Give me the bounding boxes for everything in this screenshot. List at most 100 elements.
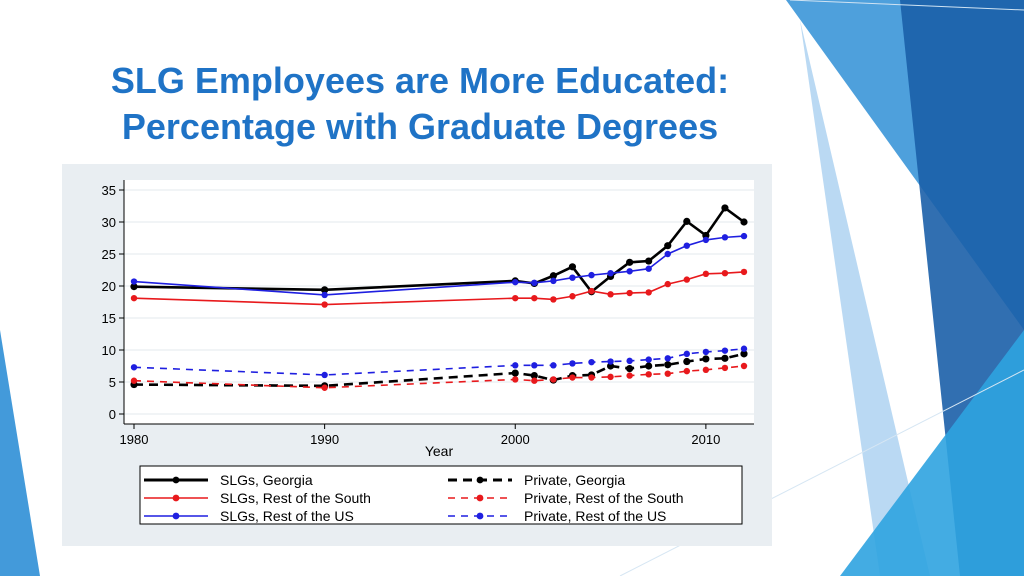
axes: 0 5 10 15 20 25 30 35 1980 1990 2000 2010 [102,180,754,447]
data-point [607,291,614,298]
page-title-line-2: Percentage with Graduate Degrees [121,106,719,147]
data-point [512,294,519,302]
data-point [626,268,633,275]
page-title-line-1: SLG Employees are More Educated: [110,60,730,101]
y-tick-label: 5 [109,375,116,390]
data-point [645,362,653,370]
data-point [740,268,748,276]
data-point [130,283,138,291]
legend-marker [172,494,180,502]
data-point [702,231,710,240]
legend-box [139,465,743,525]
data-point [531,377,538,384]
data-point [702,270,710,278]
x-tick-label: 2010 [691,432,720,447]
y-tick-label: 15 [102,311,116,326]
data-point [530,372,538,380]
data-point [683,217,691,225]
data-point [664,355,671,362]
data-point [645,371,652,378]
data-point [130,364,138,371]
data-point [702,355,710,363]
data-point [721,364,729,372]
data-point [130,294,138,302]
data-point [130,278,138,285]
data-point [550,296,557,303]
data-point [606,362,615,370]
data-point [702,236,710,244]
legend-label: SLGs, Rest of the US [220,508,354,524]
data-point [721,234,729,241]
deco-thin-line [789,0,1024,11]
data-point [664,370,671,377]
series-4 [130,350,748,390]
series-6 [130,345,748,379]
data-point [550,362,557,369]
legend-entry: Private, Rest of the US [448,508,666,524]
chart-panel: 0 5 10 15 20 25 30 35 1980 1990 2000 2010 Year SLGs… [62,164,772,546]
y-tick-label: 20 [102,279,116,294]
deco-shape-bottom-right [840,330,1024,576]
data-point [511,369,519,377]
data-point [512,362,519,369]
y-tick-label: 10 [102,343,116,358]
series-5 [130,362,748,391]
data-point [512,376,519,383]
data-point [683,350,691,358]
data-point [588,374,595,381]
series-3 [130,232,748,299]
legend-label: Private, Rest of the US [524,508,666,524]
legend-label: SLGs, Rest of the South [220,490,371,506]
data-point [683,357,691,366]
data-point [626,289,633,297]
legend-label: Private, Rest of the South [524,490,684,506]
legend-entry: SLGs, Rest of the US [144,508,354,524]
data-point [683,367,691,375]
x-axis-label: Year [425,443,454,459]
data-point [740,232,748,240]
data-point [512,278,519,286]
data-point [721,354,729,362]
legend-label: Private, Georgia [524,472,625,488]
data-point [645,356,652,363]
x-tick-label: 1980 [120,432,149,447]
data-point [740,345,748,352]
y-tick-label: 35 [102,183,116,198]
data-point [664,242,672,250]
x-tick-label: 1990 [310,432,339,447]
data-point [645,289,652,296]
y-tick-label: 30 [102,215,116,230]
data-point [740,350,748,358]
data-point [626,364,634,373]
plot-area [124,180,754,424]
data-point [645,257,653,265]
data-point [740,218,748,226]
line-chart: 0 5 10 15 20 25 30 35 1980 1990 2000 2010 Year SLGs… [102,180,754,525]
data-point [626,372,633,379]
legend-marker [476,512,484,520]
data-point [626,357,633,365]
data-point [569,293,576,300]
y-tick-label: 0 [109,407,116,422]
data-point [702,366,710,374]
data-point [721,347,729,354]
legend-marker [172,476,180,484]
y-tick-label: 25 [102,247,116,262]
data-point [321,286,329,294]
x-tick-label: 2000 [501,432,530,447]
data-point [607,373,614,381]
data-point [721,204,729,212]
data-point [321,371,328,379]
data-point [664,250,671,258]
data-point [607,358,614,365]
data-point [550,277,557,285]
data-point [568,263,577,271]
data-point [607,270,614,277]
legend-label: SLGs, Georgia [220,472,313,488]
data-point [531,294,538,302]
data-point [645,265,652,272]
legend-marker [476,494,484,502]
legend-entry: Private, Georgia [448,472,625,488]
data-point [531,362,538,369]
data-point [588,358,595,366]
